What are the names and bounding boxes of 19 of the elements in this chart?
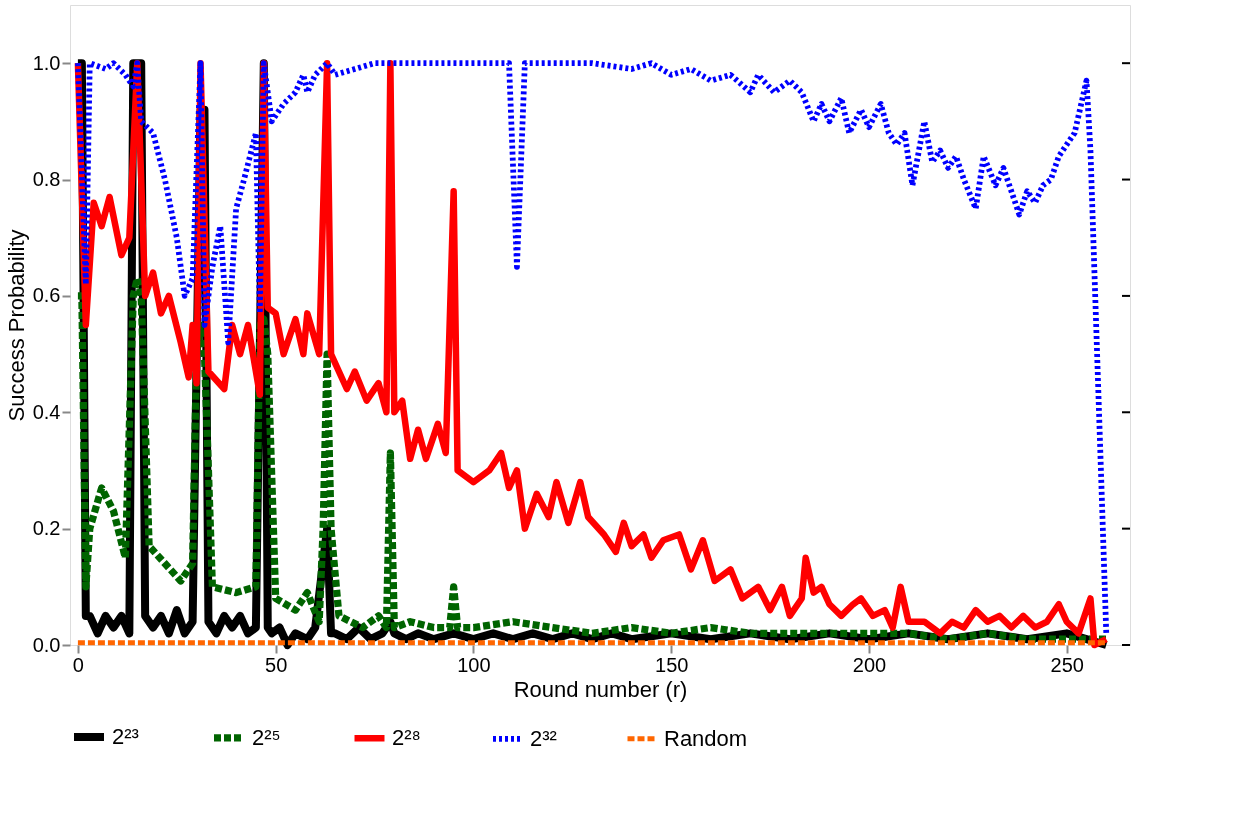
x-axis-title: Round number (r) <box>513 676 688 702</box>
x-tick-label: 50 <box>265 653 288 676</box>
y-tick-label: 0.8 <box>32 168 61 191</box>
y-tick-label: 0.0 <box>32 633 61 656</box>
legend-label: 2²⁸ <box>392 725 421 751</box>
legend-label: Random <box>664 725 748 751</box>
y-tick-label: 0.4 <box>32 400 61 423</box>
x-tick-label: 200 <box>852 653 887 676</box>
x-tick-label: 250 <box>1050 653 1084 676</box>
legend-label: 2²⁵ <box>252 724 281 750</box>
y-tick-label: 0.2 <box>32 517 61 540</box>
x-tick-label: 100 <box>457 653 491 676</box>
y-tick-label: 0.6 <box>32 284 61 307</box>
y-axis-title: Success Probability <box>3 229 29 422</box>
x-tick-label: 0 <box>72 653 84 676</box>
legend-label: 2³² <box>530 725 557 751</box>
legend-label: 2²³ <box>112 724 139 749</box>
x-tick-label: 150 <box>655 653 689 676</box>
y-tick-label: 1.0 <box>32 51 61 74</box>
